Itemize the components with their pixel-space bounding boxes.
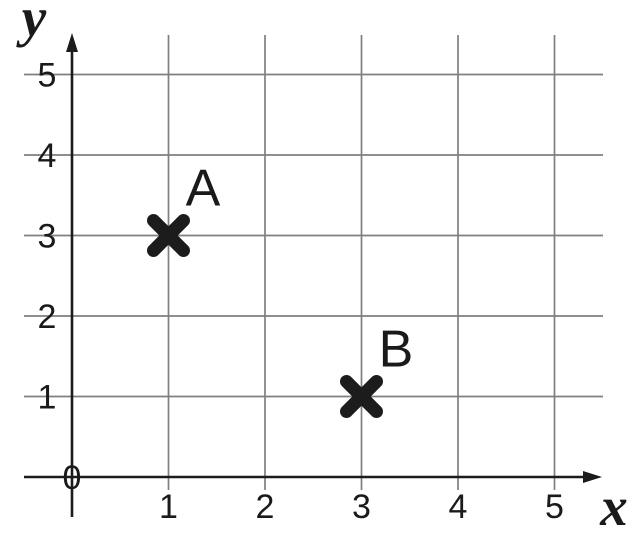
data-point-b: B [340,321,414,418]
x-tick-label: 5 [545,488,564,526]
origin-label: 0 [63,459,82,497]
x-axis-arrowhead [583,471,602,483]
y-tick-label: 3 [38,218,57,256]
grid-layer [24,35,603,490]
y-axis-arrowhead [66,33,78,52]
x-tick-label: 2 [256,488,275,526]
point-marker-stroke [340,375,383,418]
y-tick-label: 2 [38,298,57,336]
point-label: B [379,321,414,379]
y-axis-letter: y [16,0,47,48]
point-marker-stroke [147,214,190,257]
data-point-a: A [147,160,221,257]
y-tick-label: 1 [38,379,57,417]
y-tick-label: 5 [38,57,57,95]
point-label: A [186,160,221,218]
axes-layer [24,33,602,517]
y-tick-label: 4 [38,137,57,175]
tick-labels-layer: 1 2 3 4 5 1 2 3 4 5 0 [38,57,564,527]
x-tick-label: 1 [159,488,178,526]
x-axis-letter: x [599,476,628,537]
points-layer: AB [147,160,414,418]
x-tick-label: 3 [352,488,371,526]
x-tick-label: 4 [449,488,468,526]
